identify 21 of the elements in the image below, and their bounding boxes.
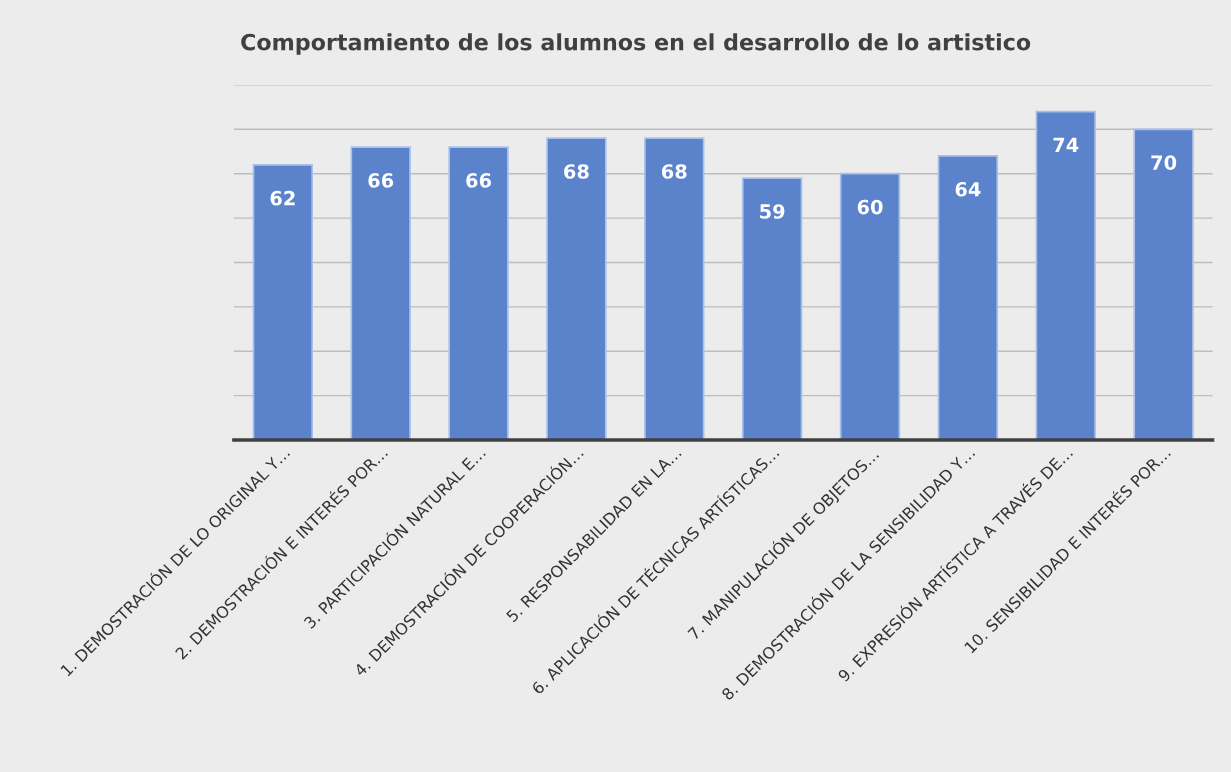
data-label: 59 (760, 204, 785, 219)
bar (252, 163, 314, 441)
data-label: 66 (466, 173, 492, 188)
chart-title: Comportamiento de los alumnos en el desarrollo de lo artistico (241, 33, 1031, 55)
data-label: 74 (1053, 137, 1079, 152)
bar (350, 146, 411, 441)
bar (937, 155, 999, 441)
bar (1035, 110, 1096, 441)
data-label: 66 (368, 173, 394, 188)
data-label: 68 (661, 164, 687, 179)
bar (839, 172, 901, 441)
data-label: 68 (564, 164, 589, 179)
data-label: 60 (857, 199, 883, 215)
data-label: 62 (270, 190, 295, 206)
data-label: 64 (955, 181, 981, 197)
bar (741, 177, 803, 441)
bar (1133, 128, 1194, 441)
data-label: 70 (1151, 155, 1177, 170)
bar (644, 137, 705, 441)
bar (546, 137, 607, 441)
bar (448, 146, 509, 441)
